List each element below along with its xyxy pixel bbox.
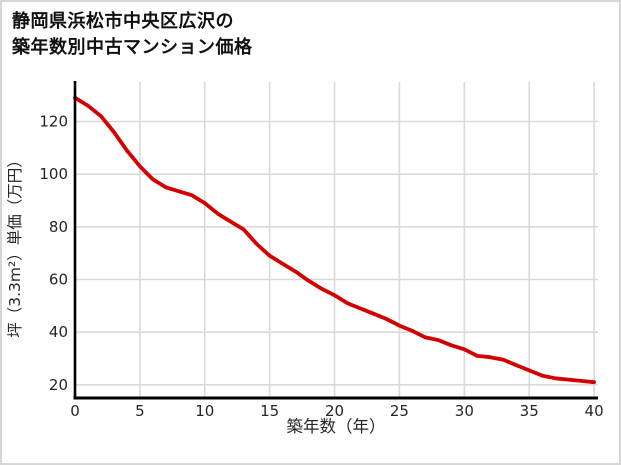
price-line xyxy=(73,95,596,385)
x-tick-label: 5 xyxy=(135,402,145,420)
x-axis-label: 築年数（年） xyxy=(287,417,386,436)
y-tick-label: 100 xyxy=(39,165,68,183)
chart-title-line1: 静岡県浜松市中央区広沢の xyxy=(12,11,234,31)
chart-title: 静岡県浜松市中央区広沢の 築年数別中古マンション価格 xyxy=(12,8,253,60)
x-tick-labels: 0 5 10 15 20 25 30 35 40 xyxy=(70,402,603,420)
x-tick-label: 30 xyxy=(455,402,474,420)
y-tick-label: 80 xyxy=(49,218,68,236)
x-tick-label: 25 xyxy=(390,402,409,420)
x-tick-label: 40 xyxy=(585,402,604,420)
y-tick-label: 60 xyxy=(49,271,68,289)
y-axis-label: 坪（3.3m²）単価（万円） xyxy=(6,152,24,337)
y-tick-labels: 20 40 60 80 100 120 xyxy=(39,113,68,394)
x-tick-label: 35 xyxy=(520,402,539,420)
x-tick-label: 20 xyxy=(325,402,344,420)
y-tick-label: 20 xyxy=(49,376,68,394)
chart-title-line2: 築年数別中古マンション価格 xyxy=(12,37,253,57)
x-tick-label: 0 xyxy=(70,402,80,420)
gridlines xyxy=(75,82,598,398)
x-tick-label: 10 xyxy=(195,402,214,420)
x-tick-label: 15 xyxy=(260,402,279,420)
y-tick-label: 40 xyxy=(49,323,68,341)
y-tick-label: 120 xyxy=(39,113,68,131)
